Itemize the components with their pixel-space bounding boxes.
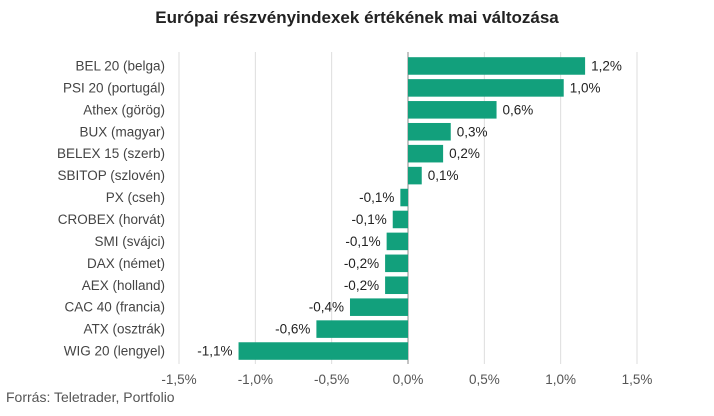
bar bbox=[349, 298, 408, 316]
x-tick-label: -1,5% bbox=[161, 372, 196, 387]
category-label: DAX (német) bbox=[87, 256, 165, 271]
bar bbox=[392, 210, 408, 229]
category-label: BUX (magyar) bbox=[79, 124, 165, 139]
value-label: 1,2% bbox=[591, 58, 622, 73]
category-label: SMI (svájci) bbox=[95, 234, 166, 249]
bar bbox=[408, 122, 451, 141]
x-tick-label: 0,0% bbox=[393, 372, 424, 387]
category-label: BEL 20 (belga) bbox=[75, 58, 165, 73]
value-label: 0,2% bbox=[449, 146, 480, 161]
category-label: PSI 20 (portugál) bbox=[63, 80, 165, 95]
category-label: CROBEX (horvát) bbox=[58, 212, 165, 227]
bar bbox=[386, 232, 408, 251]
value-label: 0,1% bbox=[428, 168, 459, 183]
value-label: -0,6% bbox=[275, 322, 310, 337]
category-label: BELEX 15 (szerb) bbox=[57, 146, 165, 161]
value-label: 1,0% bbox=[570, 80, 601, 95]
bar bbox=[408, 79, 564, 97]
x-tick-label: 1,0% bbox=[545, 372, 576, 387]
category-label: SBITOP (szlovén) bbox=[57, 168, 165, 183]
category-label: CAC 40 (francia) bbox=[64, 300, 165, 315]
bar bbox=[408, 166, 422, 185]
value-label: 0,3% bbox=[457, 124, 488, 139]
bar bbox=[385, 254, 408, 273]
category-label: AEX (holland) bbox=[82, 278, 165, 293]
value-label: -0,2% bbox=[344, 256, 379, 271]
bar bbox=[408, 101, 497, 119]
value-label: -0,1% bbox=[359, 190, 394, 205]
bar bbox=[316, 320, 408, 338]
chart-title: Európai részvényindexek értékének mai vá… bbox=[155, 8, 559, 27]
value-label: -0,2% bbox=[344, 278, 379, 293]
bar bbox=[385, 276, 408, 295]
bar bbox=[408, 144, 444, 163]
category-label: PX (cseh) bbox=[106, 190, 165, 205]
category-label: ATX (osztrák) bbox=[83, 322, 165, 337]
category-label: WIG 20 (lengyel) bbox=[64, 344, 165, 359]
value-label: -0,4% bbox=[309, 300, 344, 315]
x-tick-label: -0,5% bbox=[314, 372, 349, 387]
bar bbox=[238, 342, 408, 360]
x-tick-label: -1,0% bbox=[238, 372, 273, 387]
value-label: 0,6% bbox=[503, 102, 534, 117]
category-label: Athex (görög) bbox=[83, 102, 165, 117]
x-tick-label: 0,5% bbox=[469, 372, 500, 387]
bar bbox=[408, 57, 586, 75]
value-label: -1,1% bbox=[197, 344, 232, 359]
value-label: -0,1% bbox=[345, 234, 380, 249]
chart-source: Forrás: Teletrader, Portfolio bbox=[6, 389, 175, 405]
value-label: -0,1% bbox=[351, 212, 386, 227]
bar bbox=[400, 188, 408, 207]
x-tick-label: 1,5% bbox=[622, 372, 653, 387]
